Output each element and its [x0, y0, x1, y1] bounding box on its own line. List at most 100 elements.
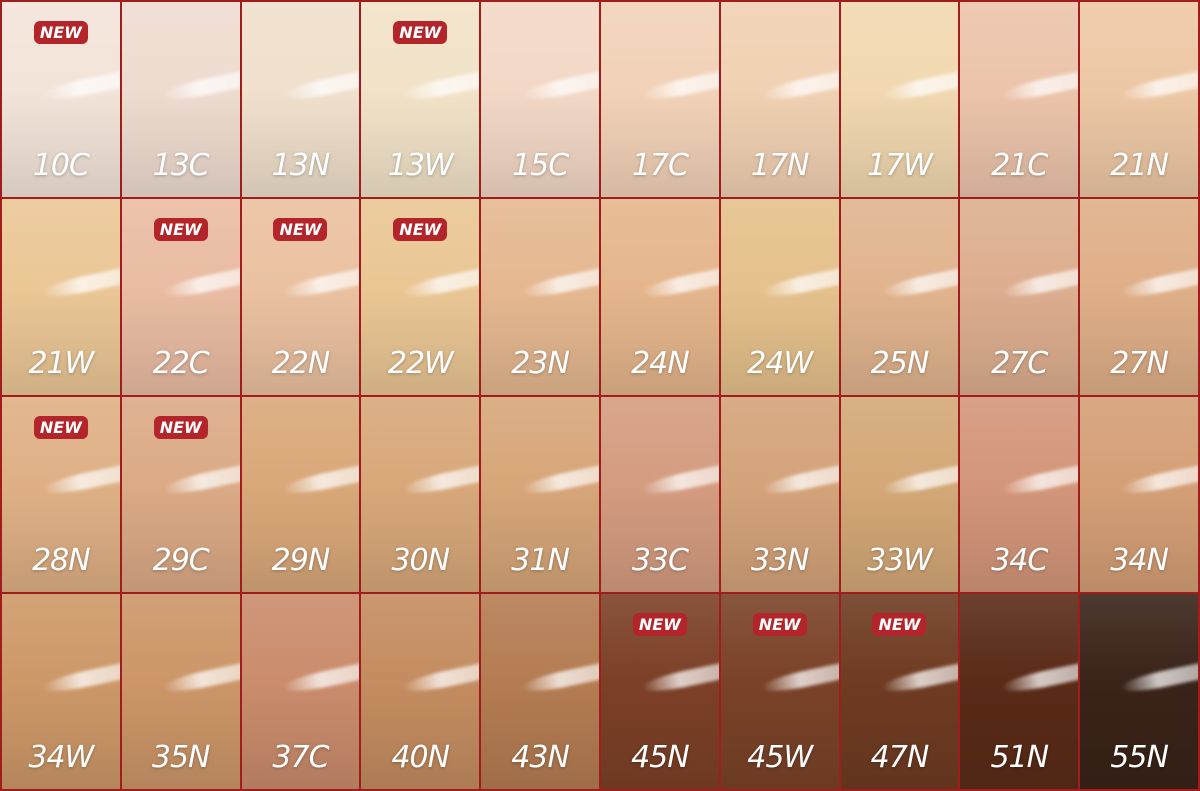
shade-swatch: NEW13C: [121, 2, 240, 198]
shade-swatch: NEW37C: [241, 593, 360, 789]
shade-swatch: NEW15C: [481, 2, 599, 198]
shade-swatch: NEW13N: [241, 2, 360, 198]
shade-label: 33W: [867, 542, 933, 578]
shade-label: 35N: [151, 740, 211, 775]
highlight-streak: [760, 462, 839, 499]
shade-swatch: NEW 22N: [241, 199, 360, 395]
shade-swatch: NEW25N: [840, 199, 959, 395]
shade-swatch: NEW 22C: [121, 199, 240, 395]
shade-swatch: NEW27C: [960, 199, 1079, 395]
highlight-streak: [281, 660, 360, 696]
shade-label: 10C: [32, 148, 90, 184]
highlight-streak: [161, 462, 240, 499]
highlight-streak: [760, 68, 839, 104]
shade-label: 17N: [750, 148, 810, 184]
shade-swatch: NEW31N: [481, 396, 599, 592]
shade-swatch: NEW34W: [2, 593, 120, 789]
shade-swatch: NEW 28N: [2, 396, 120, 592]
highlight-streak: [161, 265, 240, 301]
highlight-streak: [880, 68, 959, 104]
highlight-streak: [400, 68, 480, 104]
shade-label: 17C: [631, 148, 689, 184]
shade-swatch: NEW 47N: [840, 593, 959, 789]
shade-swatch: NEW21C: [960, 2, 1079, 198]
highlight-streak: [880, 462, 959, 499]
new-badge: NEW: [153, 218, 208, 242]
highlight-streak: [1119, 68, 1198, 104]
highlight-streak: [999, 462, 1079, 499]
highlight-streak: [1119, 265, 1198, 301]
highlight-streak: [41, 660, 120, 696]
shade-swatch: NEW29N: [241, 396, 360, 592]
shade-swatch: NEW34N: [1080, 396, 1198, 592]
highlight-streak: [41, 68, 120, 104]
shade-label: 34W: [28, 740, 94, 775]
highlight-streak: [400, 660, 480, 696]
new-badge: NEW: [752, 612, 807, 636]
shade-label: 30N: [391, 542, 450, 578]
shade-swatch: NEW17W: [840, 2, 959, 198]
highlight-streak: [520, 660, 599, 696]
shade-swatch: NEW 10C: [2, 2, 120, 198]
shade-label: 22N: [271, 345, 331, 381]
shade-label: 17W: [867, 148, 933, 184]
shade-label: 21W: [28, 345, 94, 381]
shade-label: 29C: [152, 542, 210, 578]
highlight-streak: [161, 68, 240, 104]
shade-swatch: NEW51N: [960, 593, 1079, 789]
shade-label: 22W: [387, 345, 454, 381]
new-badge: NEW: [153, 415, 208, 439]
shade-swatch: NEW21N: [1080, 2, 1198, 198]
shade-swatch: NEW33C: [601, 396, 719, 592]
shade-label: 22C: [152, 345, 210, 381]
shade-swatch: NEW43N: [481, 593, 599, 789]
shade-swatch: NEW55N: [1080, 593, 1198, 789]
shade-swatch: NEW33N: [720, 396, 839, 592]
shade-label: 37C: [272, 740, 329, 775]
highlight-streak: [1119, 462, 1198, 499]
shade-label: 25N: [870, 345, 930, 381]
shade-label: 21C: [991, 148, 1048, 184]
highlight-streak: [999, 660, 1079, 696]
highlight-streak: [880, 660, 959, 696]
shade-label: 24N: [631, 345, 690, 381]
shade-swatch: NEW23N: [481, 199, 599, 395]
new-badge: NEW: [393, 21, 448, 44]
shade-label: 21N: [1110, 148, 1169, 184]
shade-label: 33C: [631, 542, 689, 578]
shade-label: 43N: [511, 740, 570, 775]
shade-label: 34N: [1110, 542, 1169, 578]
highlight-streak: [400, 462, 480, 499]
shade-label: 27N: [1110, 345, 1169, 381]
shade-label: 34C: [991, 542, 1048, 578]
shade-label: 31N: [511, 542, 570, 578]
shade-swatch: NEW 29C: [121, 396, 240, 592]
highlight-streak: [161, 660, 240, 696]
shade-label: 15C: [512, 148, 569, 184]
shade-swatch: NEW33W: [840, 396, 959, 592]
new-badge: NEW: [273, 218, 328, 242]
shade-swatch: NEW17C: [601, 2, 719, 198]
shade-swatch: NEW 45N: [601, 593, 719, 789]
highlight-streak: [520, 265, 599, 301]
shade-label: 24W: [747, 345, 813, 381]
highlight-streak: [640, 265, 719, 301]
shade-swatch: NEW24W: [720, 199, 839, 395]
shade-label: 51N: [990, 740, 1049, 775]
highlight-streak: [760, 265, 839, 301]
new-badge: NEW: [33, 415, 88, 439]
highlight-streak: [41, 462, 120, 499]
shade-label: 29N: [271, 542, 331, 578]
new-badge: NEW: [632, 612, 687, 636]
highlight-streak: [880, 265, 959, 301]
highlight-streak: [41, 265, 120, 301]
highlight-streak: [999, 265, 1079, 301]
shade-swatch: NEW24N: [601, 199, 719, 395]
shade-label: 55N: [1110, 740, 1169, 775]
highlight-streak: [760, 660, 839, 696]
shade-label: 13W: [387, 148, 454, 184]
highlight-streak: [640, 68, 719, 104]
shade-swatch: NEW40N: [361, 593, 480, 789]
shade-swatch: NEW 45W: [720, 593, 839, 789]
